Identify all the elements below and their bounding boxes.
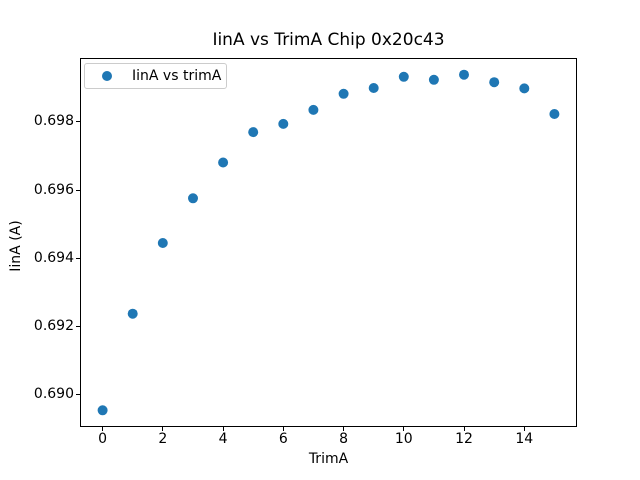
legend-label: IinA vs trimA — [132, 68, 222, 84]
y-tick-mark — [76, 394, 80, 396]
x-tick-mark — [403, 427, 405, 431]
x-tick-label: 10 — [394, 431, 413, 447]
x-tick-label: 0 — [98, 431, 108, 447]
legend-marker-icon — [102, 71, 112, 81]
data-point — [218, 157, 229, 168]
y-tick-mark — [76, 326, 80, 328]
legend: IinA vs trimA — [84, 63, 227, 89]
data-point — [188, 193, 198, 204]
data-point — [248, 127, 259, 138]
x-tick-label: 2 — [158, 431, 168, 447]
data-point — [519, 83, 530, 94]
data-point — [398, 71, 409, 82]
data-point — [368, 83, 379, 93]
data-point — [549, 109, 560, 119]
x-tick-mark — [222, 427, 224, 431]
x-tick-label: 8 — [339, 431, 349, 447]
y-tick-mark — [76, 257, 80, 259]
data-point — [157, 238, 168, 248]
y-tick-mark — [76, 189, 80, 191]
x-tick-label: 6 — [278, 431, 288, 447]
chart-title: IinA vs TrimA Chip 0x20c43 — [212, 30, 445, 50]
x-tick-mark — [162, 427, 164, 431]
x-tick-mark — [282, 427, 284, 431]
x-tick-mark — [523, 427, 525, 431]
x-tick-mark — [463, 427, 465, 431]
y-tick-label: 0.690 — [33, 386, 74, 403]
data-point — [428, 74, 439, 85]
data-point — [308, 104, 319, 115]
y-tick-label: 0.694 — [33, 249, 74, 266]
data-point — [97, 405, 108, 416]
data-point — [338, 88, 349, 99]
y-tick-label: 0.692 — [33, 318, 74, 335]
x-tick-mark — [343, 427, 345, 431]
data-point — [278, 118, 289, 129]
x-tick-label: 12 — [455, 431, 473, 447]
x-tick-label: 4 — [218, 431, 228, 447]
y-tick-label: 0.696 — [33, 181, 74, 198]
data-point — [127, 308, 138, 319]
y-tick-label: 0.698 — [33, 113, 74, 130]
x-tick-mark — [102, 427, 104, 431]
data-point — [489, 77, 500, 88]
data-point — [459, 69, 469, 80]
x-axis-label: TrimA — [308, 451, 349, 467]
x-tick-label: 14 — [515, 431, 534, 447]
y-tick-mark — [76, 121, 80, 123]
